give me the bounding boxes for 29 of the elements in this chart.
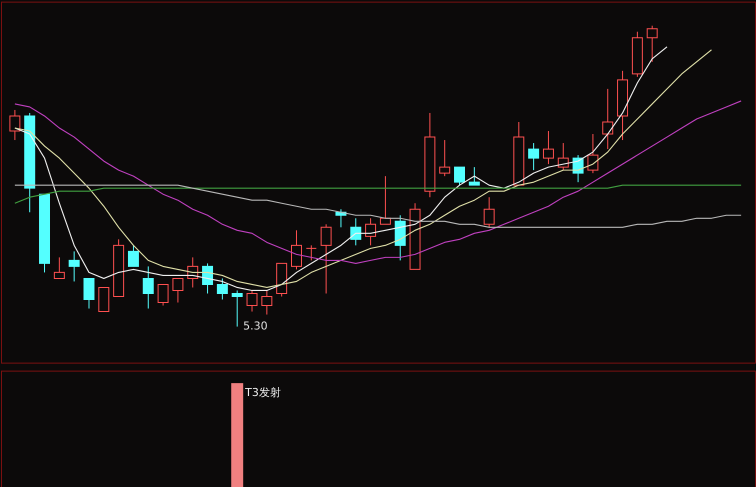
candlestick xyxy=(439,140,450,177)
candlestick xyxy=(172,278,184,304)
candlestick xyxy=(454,166,466,186)
candlestick xyxy=(9,109,20,141)
candlestick xyxy=(350,218,362,246)
candlestick xyxy=(484,196,495,228)
candlestick xyxy=(83,278,94,310)
candlestick xyxy=(602,88,614,150)
candlestick xyxy=(216,278,228,300)
candlestick xyxy=(365,218,376,246)
candlestick xyxy=(646,25,658,62)
candlestick xyxy=(290,230,302,270)
candlestick xyxy=(54,256,65,279)
candlestick xyxy=(320,224,332,294)
candlestick xyxy=(261,290,272,316)
candlestick xyxy=(306,244,317,261)
candlestick xyxy=(158,284,169,306)
candlestick xyxy=(142,266,154,310)
candlestick xyxy=(380,176,391,225)
candlestick xyxy=(468,166,480,186)
annotation: T3发射 xyxy=(244,386,281,400)
candlestick xyxy=(528,142,540,171)
candlestick xyxy=(246,290,258,312)
candlestick xyxy=(128,244,139,267)
candlestick xyxy=(587,134,598,174)
candlestick xyxy=(68,250,80,282)
candlestick xyxy=(542,130,554,165)
candlestick xyxy=(232,290,243,328)
annotation: 5.30 xyxy=(243,320,268,333)
